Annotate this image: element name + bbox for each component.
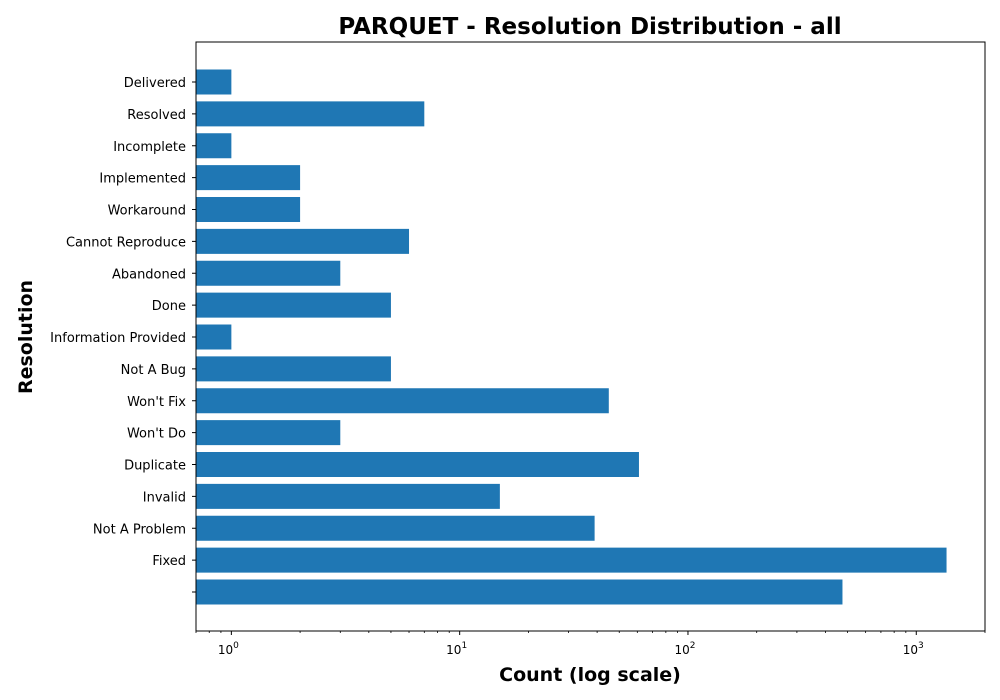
x-axis-label: Count (log scale) xyxy=(499,664,681,686)
y-tick-label: Incomplete xyxy=(113,140,186,155)
y-tick-label: Won't Do xyxy=(127,427,186,442)
y-tick-label: Not A Problem xyxy=(93,522,186,537)
x-tick-label: 103 xyxy=(903,641,924,657)
y-tick-label: Not A Bug xyxy=(121,363,186,378)
bar-delivered xyxy=(196,69,232,95)
bar-invalid xyxy=(196,483,500,509)
bar-information-provided xyxy=(196,324,232,350)
bar-won-t-do xyxy=(196,420,341,446)
y-tick-label: Cannot Reproduce xyxy=(66,235,186,250)
y-tick-label: Delivered xyxy=(124,76,186,91)
bar-resolved xyxy=(196,101,425,127)
bar-not-a-problem xyxy=(196,515,595,541)
bar-workaround xyxy=(196,197,301,222)
bar-cannot-reproduce xyxy=(196,228,410,254)
bar-incomplete xyxy=(196,133,232,159)
bars-layer xyxy=(196,69,947,605)
bar-implemented xyxy=(196,165,301,191)
x-tick-label: 101 xyxy=(446,641,467,657)
y-tick-label: Implemented xyxy=(99,172,186,187)
x-tick-label: 102 xyxy=(674,641,695,657)
bar-won-t-fix xyxy=(196,388,609,414)
bar-duplicate xyxy=(196,452,639,477)
y-tick-label: Invalid xyxy=(143,490,186,505)
y-tick-label: Won't Fix xyxy=(127,395,186,410)
y-tick-label: Information Provided xyxy=(50,331,186,346)
bar-done xyxy=(196,292,391,318)
y-ticks-layer: Delivered Resolved Incomplete Implemented Wo… xyxy=(50,76,196,593)
y-tick-label: Done xyxy=(152,299,186,314)
chart-title: PARQUET - Resolution Distribution - all xyxy=(338,14,841,40)
x-ticks-layer: 100 101 102 103 xyxy=(195,631,986,657)
y-tick-label: Workaround xyxy=(108,204,186,219)
y-tick-label: Resolved xyxy=(127,108,186,123)
y-tick-label: Fixed xyxy=(152,554,186,569)
bar-abandoned xyxy=(196,260,341,286)
bar-blank xyxy=(196,579,843,605)
bar-not-a-bug xyxy=(196,356,391,382)
x-tick-label: 100 xyxy=(218,641,239,657)
y-tick-label: Duplicate xyxy=(124,459,186,474)
bar-fixed xyxy=(196,547,947,573)
y-tick-label: Abandoned xyxy=(112,267,186,282)
plot-frame xyxy=(195,41,986,632)
y-axis-label: Resolution xyxy=(15,280,37,394)
